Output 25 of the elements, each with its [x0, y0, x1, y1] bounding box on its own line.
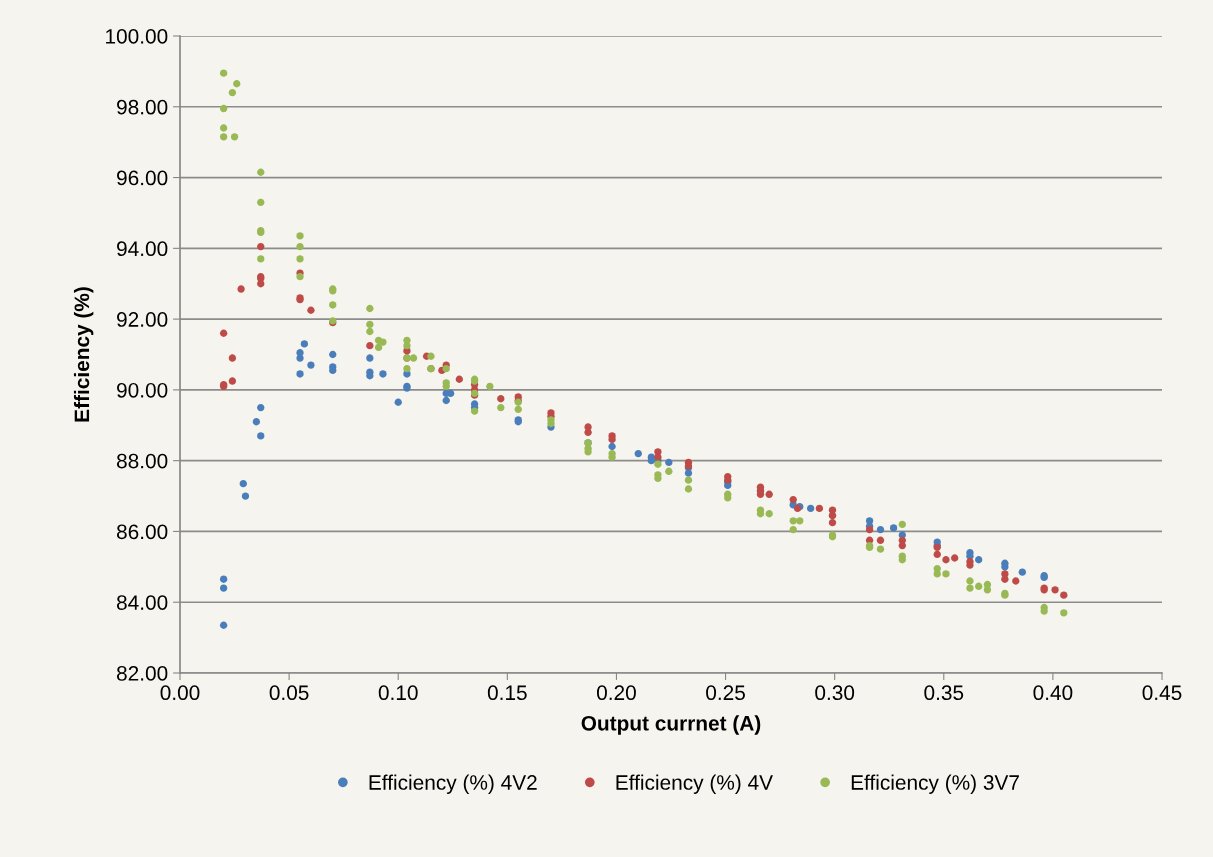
y-tick-label: 86.00	[116, 524, 168, 540]
legend-label: Efficiency (%) 4V	[616, 774, 773, 794]
y-tick-label: 100.00	[106, 29, 168, 44]
y-tick-label: 94.00	[117, 241, 168, 257]
x-tick-label: 0.30	[815, 685, 855, 701]
x-tick-label: 0.05	[269, 685, 309, 701]
x-tick-label: 0.20	[596, 685, 636, 701]
x-tick-label: 0.25	[706, 685, 745, 701]
x-tick-label: 0.00	[160, 685, 200, 701]
y-axis-title: Efficiency (%)	[73, 287, 94, 422]
x-tick-label: 0.35	[924, 685, 964, 701]
legend-label: Efficiency (%) 3V7	[851, 774, 1019, 794]
y-tick-label: 82.00	[116, 666, 168, 681]
x-tick-label: 0.10	[378, 685, 418, 701]
x-axis-title: Output currnet (A)	[581, 715, 761, 735]
y-tick-label: 88.00	[116, 453, 168, 469]
x-tick-label: 0.40	[1033, 685, 1073, 701]
y-tick-label: 92.00	[117, 312, 168, 327]
legend-label: Efficiency (%) 4V2	[369, 774, 537, 794]
y-tick-label: 90.00	[117, 382, 168, 398]
x-tick-label: 0.15	[487, 685, 527, 701]
y-tick-label: 98.00	[117, 99, 168, 115]
y-tick-label: 96.00	[117, 170, 168, 186]
y-tick-label: 84.00	[116, 595, 168, 610]
x-tick-label: 0.45	[1142, 685, 1182, 701]
